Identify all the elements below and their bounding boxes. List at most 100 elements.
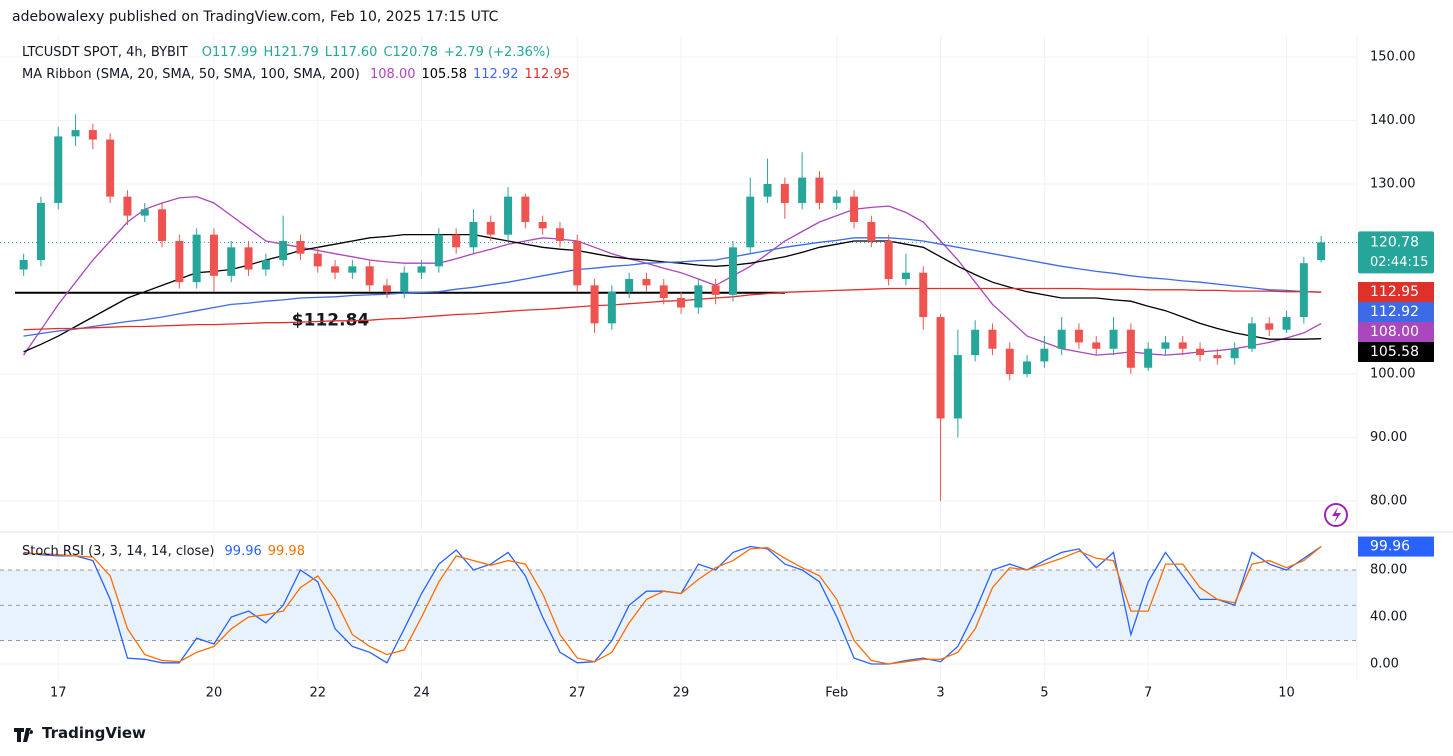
candle-body xyxy=(728,247,737,295)
candle-body xyxy=(936,317,945,419)
candle-body xyxy=(486,221,495,235)
candle-body xyxy=(227,247,236,276)
candle-body xyxy=(1282,317,1291,330)
candle-body xyxy=(469,221,478,248)
line-series xyxy=(23,237,1322,337)
ma-title: MA Ribbon (SMA, 20, SMA, 50, SMA, 100, S… xyxy=(22,67,360,82)
countdown-label: 02:44:15 xyxy=(1370,255,1428,270)
candle-body xyxy=(452,234,461,248)
candle-body xyxy=(780,183,789,203)
candle-body xyxy=(1178,342,1187,349)
x-tick-label: 17 xyxy=(50,686,67,701)
candle-body xyxy=(261,260,270,270)
x-tick-label: 24 xyxy=(413,686,430,701)
candle-body xyxy=(711,285,720,295)
x-tick-label: 5 xyxy=(1040,686,1048,701)
candle-body xyxy=(538,221,547,229)
candle-body xyxy=(953,355,962,419)
candle-body xyxy=(607,291,616,324)
ma-value: 112.92 xyxy=(473,67,519,82)
candle-body xyxy=(832,196,841,203)
candle-body xyxy=(1196,348,1205,356)
candle-body xyxy=(1247,323,1256,349)
ohlc-value: C120.78 xyxy=(383,45,439,60)
candle-body xyxy=(36,202,45,260)
candle-body xyxy=(746,196,755,248)
stoch-value-box xyxy=(1358,536,1434,557)
ma-legend: MA Ribbon (SMA, 20, SMA, 50, SMA, 100, S… xyxy=(22,67,576,82)
y-tick-label: 100.00 xyxy=(1370,367,1416,382)
candle-body xyxy=(1317,242,1326,261)
candle-body xyxy=(417,266,426,273)
candle-body xyxy=(1144,348,1153,368)
candle-body xyxy=(1299,263,1308,318)
candle-body xyxy=(1213,355,1222,359)
candle-body xyxy=(279,240,288,260)
y-tick-label: 0.00 xyxy=(1370,657,1399,672)
candle-body xyxy=(19,260,28,270)
alert-bolt xyxy=(1332,507,1341,523)
ma-value-box xyxy=(1358,322,1434,343)
stoch-value: 99.98 xyxy=(267,544,305,559)
candle-body xyxy=(573,240,582,286)
ohlc-value: +2.79 (+2.36%) xyxy=(444,45,551,60)
candle-body xyxy=(382,285,391,292)
candle-body xyxy=(850,196,859,222)
y-tick-label: 150.00 xyxy=(1370,50,1416,65)
footer-brand: TradingView xyxy=(42,724,146,742)
candle-body xyxy=(1265,323,1274,330)
stoch-legend: Stoch RSI (3, 3, 14, 14, close) 99.96 99.… xyxy=(22,544,311,559)
candle-body xyxy=(677,298,686,308)
attribution: adebowalexy published on TradingView.com… xyxy=(12,9,499,25)
x-tick-label: 7 xyxy=(1144,686,1152,701)
candle-body xyxy=(504,196,513,235)
x-tick-label: 20 xyxy=(206,686,223,701)
candle-body xyxy=(1161,342,1170,349)
candle-body xyxy=(884,240,893,280)
y-tick-label: 90.00 xyxy=(1370,430,1407,445)
symbol: LTCUSDT SPOT, 4h, BYBIT xyxy=(22,45,188,60)
candle-body xyxy=(798,177,807,203)
candle-body xyxy=(625,279,634,292)
candle-body xyxy=(901,272,910,280)
ma-value-box xyxy=(1358,282,1434,303)
stoch-title: Stoch RSI (3, 3, 14, 14, close) xyxy=(22,544,215,559)
ohlc-value: L117.60 xyxy=(324,45,378,60)
y-tick-label: 80.00 xyxy=(1370,493,1407,508)
candle-body xyxy=(590,285,599,324)
stoch-value: 99.96 xyxy=(224,544,262,559)
candle-body xyxy=(971,329,980,356)
candle-body xyxy=(400,272,409,292)
y-tick-label: 130.00 xyxy=(1370,176,1416,191)
ma-value: 108.00 xyxy=(370,67,416,82)
x-tick-label: 3 xyxy=(936,686,944,701)
candle-body xyxy=(244,247,253,270)
ma-value: 105.58 xyxy=(421,67,468,82)
candle-body xyxy=(642,279,651,286)
x-tick-label: 22 xyxy=(309,686,326,701)
candle-body xyxy=(867,221,876,241)
candle-body xyxy=(1109,329,1118,349)
candle-body xyxy=(1230,348,1239,359)
candle-body xyxy=(1040,348,1049,362)
candle-body xyxy=(1057,329,1066,349)
candle-body xyxy=(175,240,184,283)
candle-body xyxy=(434,234,443,267)
candle-body xyxy=(88,130,97,140)
line-series xyxy=(23,287,1322,331)
candle-body xyxy=(988,329,997,349)
line-series xyxy=(23,545,1322,665)
ohlc: O117.99 H121.79 L117.60 C120.78 +2.79 (+2.36… xyxy=(202,45,557,60)
last-price-label: 120.78 xyxy=(1370,234,1419,250)
y-tick-label: 40.00 xyxy=(1370,610,1407,625)
candle-body xyxy=(1126,329,1135,368)
candle-body xyxy=(555,228,564,241)
x-tick-label: 10 xyxy=(1278,686,1295,701)
ma-value-label: 108.00 xyxy=(1370,324,1419,340)
alert-icon[interactable] xyxy=(1324,503,1348,527)
candle-body xyxy=(815,177,824,203)
y-tick-label: 80.00 xyxy=(1370,563,1407,578)
candle-body xyxy=(659,285,668,299)
candle-body xyxy=(919,272,928,318)
